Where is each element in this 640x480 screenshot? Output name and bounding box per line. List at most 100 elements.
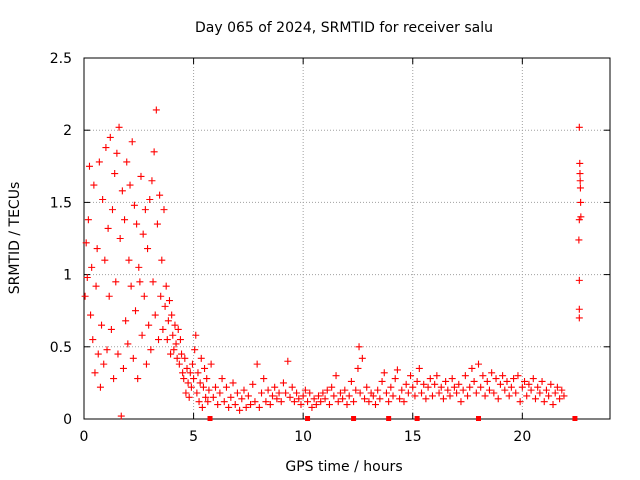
data-point [151,311,159,319]
data-point [169,331,177,339]
data-point [437,383,445,391]
data-point [345,392,353,400]
data-point [146,196,154,204]
data-point [249,380,257,388]
zero-marker [386,416,392,421]
data-point [92,282,100,290]
data-point [312,401,320,409]
data-point [95,158,103,166]
data-point [87,311,95,319]
data-point [119,364,127,372]
data-point [428,392,436,400]
data-point [389,392,397,400]
data-point [547,380,555,388]
data-point [393,366,401,374]
data-point [545,392,553,400]
data-point [165,297,173,305]
data-point [174,325,182,333]
data-point [125,256,133,264]
data-point [105,292,113,300]
data-point [483,377,491,385]
data-point [328,383,336,391]
data-point [84,216,92,224]
data-point [418,389,426,397]
data-point [343,401,351,409]
data-point [477,383,485,391]
data-point [176,336,184,344]
x-tick-label: 10 [294,429,312,445]
data-point [180,375,188,383]
data-point [488,369,496,377]
data-point [382,389,390,397]
data-point [101,256,109,264]
data-point [204,398,212,406]
data-point [132,307,140,315]
data-point [459,386,467,394]
data-point [258,389,266,397]
data-point [111,170,119,178]
data-point [468,364,476,372]
data-point [271,383,279,391]
data-point [301,386,309,394]
data-point [374,386,382,394]
data-point [247,401,255,409]
data-point [126,181,134,189]
data-point [457,398,465,406]
data-point [446,392,454,400]
data-point [549,401,557,409]
data-point [282,389,290,397]
data-point [264,386,272,394]
data-point [255,403,263,411]
data-point [171,321,179,329]
data-point [214,401,222,409]
data-point [195,398,203,406]
y-tick-label: 1 [63,268,72,284]
data-point [352,386,360,394]
x-tick-label: 15 [404,429,422,445]
data-point [179,369,187,377]
data-point [284,357,292,365]
data-point [201,364,209,372]
data-point [380,369,388,377]
data-point [536,389,544,397]
data-point [503,377,511,385]
data-point [130,201,138,209]
data-point [336,389,344,397]
data-point [577,213,585,221]
data-point [216,389,224,397]
data-point [442,377,450,385]
data-point [238,395,246,403]
data-point [576,177,584,185]
data-point [90,181,98,189]
data-point [461,372,469,380]
data-point [129,354,137,362]
data-point [89,336,97,344]
data-point [521,377,529,385]
data-point [356,389,364,397]
data-point [198,403,206,411]
data-point [448,375,456,383]
data-point [516,398,524,406]
zero-marker [572,416,578,421]
data-point [187,383,195,391]
data-point [262,398,270,406]
data-point [164,317,172,325]
data-point [209,393,217,401]
data-point [192,331,200,339]
data-point [181,354,189,362]
data-point [196,379,204,387]
data-point [424,383,432,391]
data-point [542,386,550,394]
data-point [472,389,480,397]
data-point [148,177,156,185]
data-point [82,239,90,247]
data-point [106,133,114,141]
data-point [128,138,136,146]
data-point [556,395,564,403]
data-point [114,350,122,358]
data-point [479,372,487,380]
data-point [512,389,520,397]
data-point [139,230,147,238]
data-point [358,354,366,362]
y-tick-label: 0 [63,412,72,428]
